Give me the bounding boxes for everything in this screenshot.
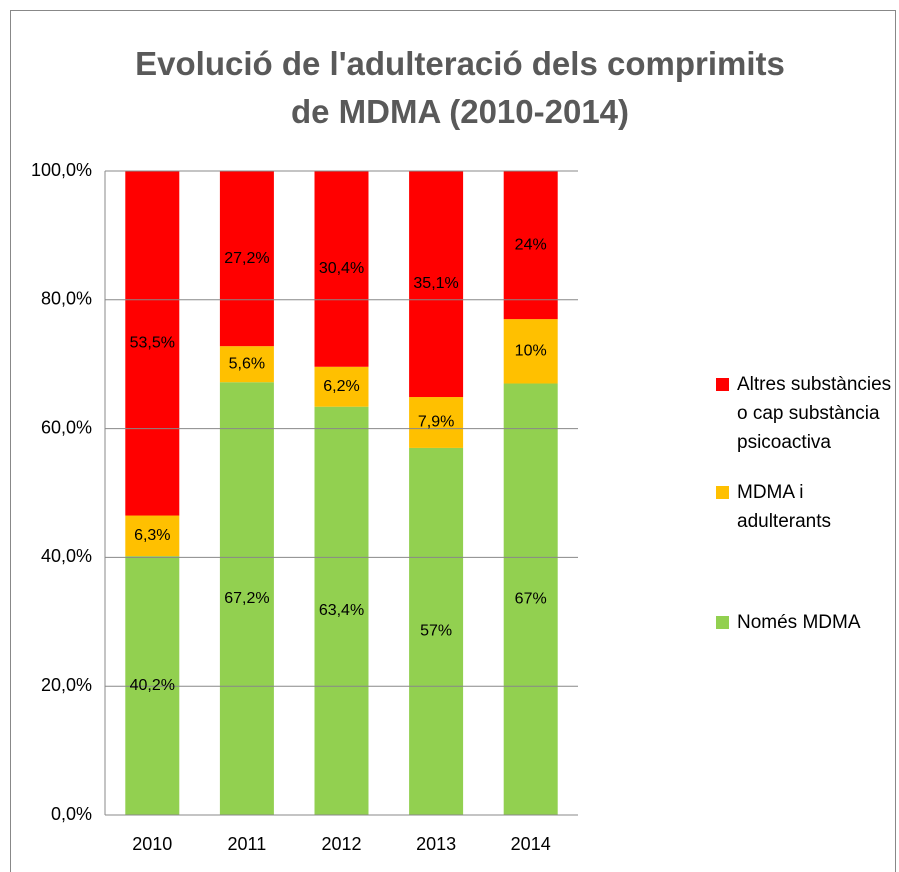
legend-label: Només MDMA (737, 612, 861, 633)
value-label: 53,5% (130, 334, 175, 351)
x-tick-label: 2013 (416, 834, 456, 854)
plot-area (125, 171, 558, 815)
bar-segment (503, 383, 558, 815)
value-label: 6,2% (323, 378, 359, 395)
bar-segment (503, 319, 558, 384)
y-tick-label: 20,0% (41, 675, 92, 695)
legend-item: Només MDMA (716, 608, 896, 637)
chart-title: Evolució de l'adulteració dels comprimit… (135, 45, 785, 130)
legend-swatch (716, 616, 729, 629)
x-tick-label: 2014 (511, 834, 551, 854)
legend-label: Altres substàncies o cap substància psic… (737, 374, 892, 453)
value-label: 40,2% (130, 677, 175, 694)
bar-segment (409, 447, 464, 815)
y-tick-label: 60,0% (41, 417, 92, 437)
value-label: 6,3% (134, 527, 170, 544)
value-label: 10% (515, 343, 547, 360)
bar-segment (125, 515, 180, 557)
bar-segment (219, 171, 274, 347)
x-tick-label: 2011 (228, 834, 267, 854)
bar-segment (219, 382, 274, 815)
bar-segment (314, 366, 369, 407)
legend-item: MDMA i adulterants (716, 478, 896, 536)
value-label: 57% (420, 623, 452, 640)
bar-segment (409, 171, 464, 398)
value-label: 63,4% (319, 602, 364, 619)
legend-swatch (716, 378, 729, 391)
legend-label: MDMA i adulterants (737, 482, 832, 532)
value-label: 27,2% (224, 250, 269, 267)
bar-segment (125, 556, 180, 815)
bar-segment (314, 171, 369, 367)
y-tick-label: 0,0% (51, 804, 92, 824)
bar-segment (219, 346, 274, 383)
value-label: 5,6% (229, 355, 265, 372)
value-label: 7,9% (418, 414, 454, 431)
value-label: 67% (515, 590, 547, 607)
bar-segment (314, 406, 369, 815)
bar-segment (125, 171, 180, 516)
x-tick-label: 2012 (321, 834, 361, 854)
value-label: 30,4% (319, 260, 364, 277)
y-tick-label: 40,0% (41, 546, 92, 566)
bar-segment (409, 397, 464, 448)
value-label: 67,2% (224, 590, 269, 607)
y-tick-label: 80,0% (41, 289, 92, 309)
legend-swatch (716, 486, 729, 499)
value-label: 24% (515, 236, 547, 253)
chart-frame (10, 10, 896, 872)
value-label: 35,1% (413, 275, 458, 292)
legend-item: Altres substàncies o cap substància psic… (716, 370, 896, 457)
x-tick-label: 2010 (132, 834, 172, 854)
bar-segment (503, 171, 558, 320)
y-tick-label: 100,0% (31, 160, 92, 180)
